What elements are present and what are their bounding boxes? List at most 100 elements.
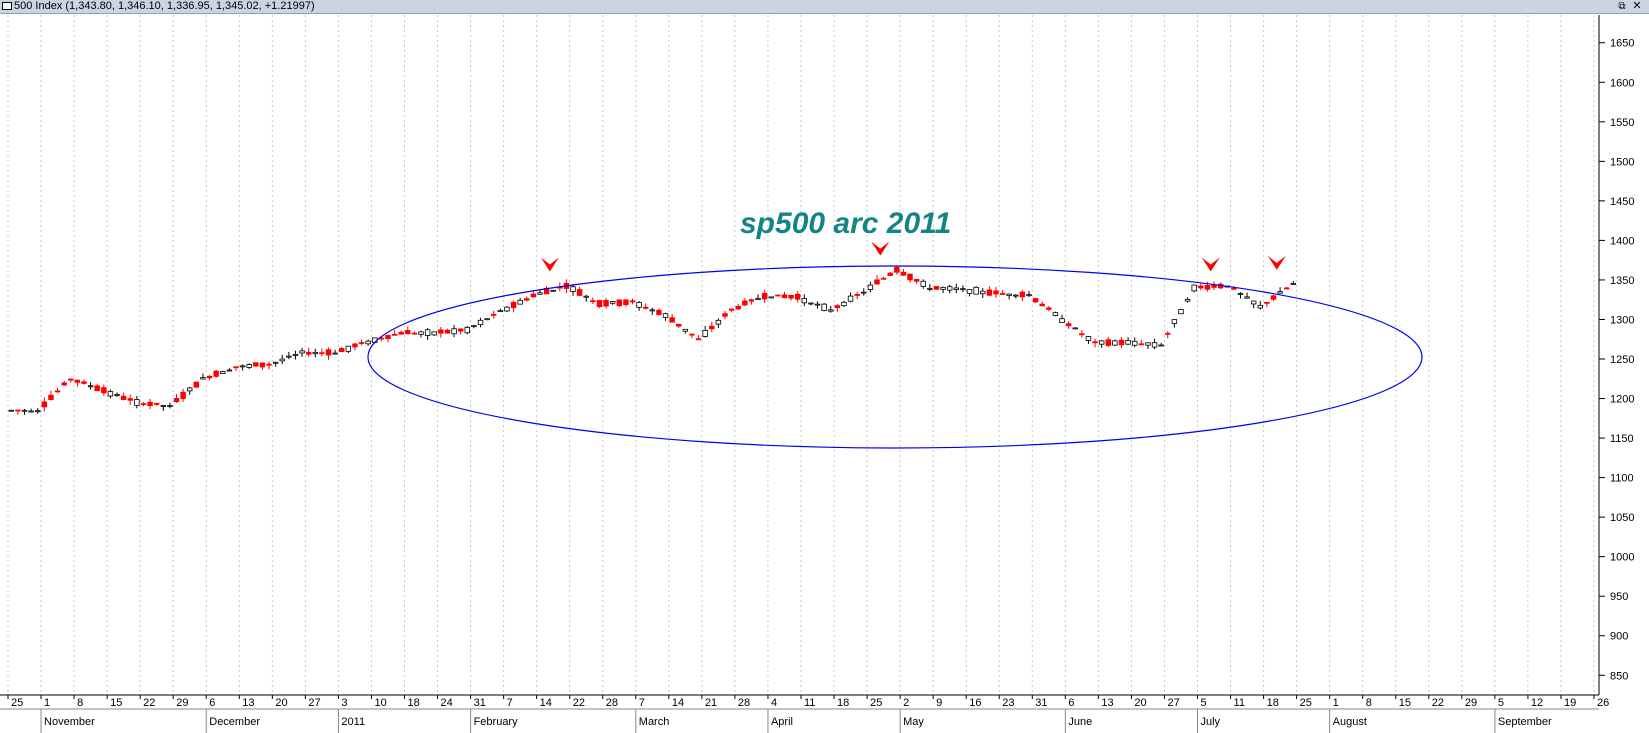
candle (867, 281, 874, 293)
candle (1191, 284, 1197, 293)
candle (451, 325, 457, 338)
candle (1105, 336, 1112, 348)
candle (464, 325, 470, 335)
candle (266, 361, 272, 370)
x-week-label: 6 (209, 697, 215, 709)
candle (1052, 311, 1059, 317)
candle (286, 351, 292, 360)
x-axis: 25 1 8 15 22 29 6 13 20 27 3 10 18 24 31 7 14 22 28 7 14 21 28… (7, 695, 1609, 733)
candle (1257, 300, 1263, 310)
candle (213, 370, 219, 378)
candle (854, 291, 860, 300)
candle (742, 298, 748, 307)
candle (1158, 342, 1164, 347)
candle (1250, 300, 1257, 309)
candle (629, 298, 636, 305)
x-week-label: 2 (903, 697, 909, 709)
candle (253, 362, 259, 367)
candle (1145, 342, 1151, 349)
y-tick-label: 1450 (1610, 196, 1634, 208)
candle (1085, 336, 1092, 344)
candle (127, 394, 133, 405)
candle (153, 402, 160, 407)
y-tick-label: 900 (1610, 631, 1628, 643)
x-week-label: 1 (44, 697, 50, 709)
candle (1211, 281, 1217, 291)
candle (788, 294, 794, 301)
x-week-label: 25 (870, 697, 882, 709)
x-week-label: 5 (1498, 697, 1504, 709)
candle (794, 290, 801, 303)
candle (715, 318, 722, 328)
restore-button[interactable]: ⧉ (1618, 1, 1626, 12)
candle (1237, 292, 1244, 299)
candle (239, 364, 246, 371)
candle (385, 334, 391, 343)
candle (735, 303, 741, 311)
candle (623, 299, 629, 307)
candle (431, 331, 437, 336)
candle (94, 383, 100, 392)
arc-ellipse (367, 265, 1423, 449)
close-button[interactable]: ✕ (1632, 0, 1642, 12)
candle (504, 305, 510, 313)
x-week-label: 3 (341, 697, 347, 709)
candle (15, 409, 21, 415)
red-arrow-icon (871, 241, 890, 256)
candle (662, 312, 669, 321)
candle (1032, 297, 1039, 303)
candle (352, 342, 358, 351)
candle (861, 288, 867, 296)
candle (874, 275, 880, 285)
x-week-label: 15 (110, 697, 122, 709)
x-week-label: 31 (1035, 697, 1047, 709)
candle (1112, 339, 1118, 346)
x-week-label: 29 (1465, 697, 1477, 709)
candle (1283, 286, 1290, 290)
x-month-label: November (44, 716, 95, 728)
x-week-label: 11 (1234, 697, 1245, 709)
candle (524, 296, 530, 302)
candle (1165, 331, 1171, 339)
candle (814, 301, 821, 309)
candle (299, 347, 305, 357)
x-month-label: August (1333, 716, 1367, 728)
candle (1198, 283, 1204, 291)
candle (457, 328, 464, 335)
candle (940, 286, 946, 294)
candle (834, 304, 841, 313)
candle (1171, 319, 1178, 328)
x-week-label: 15 (1399, 697, 1411, 709)
y-tick-label: 1150 (1610, 433, 1634, 445)
candle (1178, 308, 1184, 315)
candle (590, 297, 596, 305)
x-week-label: 24 (441, 697, 453, 709)
candle (517, 297, 523, 305)
window-titlebar: 500 Index (1,343.80, 1,346.10, 1,336.95,… (0, 0, 1649, 14)
candle (41, 397, 48, 412)
candle (702, 325, 708, 338)
x-week-label: 13 (1101, 697, 1113, 709)
y-axis: 850 900 950 1000 1050 1100 1150 1200 1250 1300 135… (1599, 38, 1634, 682)
x-month-label: June (1068, 716, 1092, 728)
candle (801, 294, 808, 306)
x-week-label: 22 (1432, 697, 1444, 709)
candle (391, 330, 398, 336)
x-week-label: 28 (738, 697, 750, 709)
candle (768, 296, 774, 299)
candle (709, 321, 715, 333)
x-month-label: 2011 (341, 716, 365, 728)
candle (418, 330, 424, 338)
candle (1184, 297, 1191, 303)
candle (682, 328, 689, 334)
candle (233, 366, 239, 371)
candle (187, 386, 193, 395)
candle (365, 339, 371, 346)
x-week-label: 20 (275, 697, 287, 709)
candle (920, 279, 926, 289)
candle (398, 330, 404, 335)
chart-annotation: sp500 arc 2011 (740, 207, 951, 240)
x-week-label: 9 (936, 697, 942, 709)
x-month-label: February (474, 716, 519, 728)
candle (101, 384, 107, 396)
